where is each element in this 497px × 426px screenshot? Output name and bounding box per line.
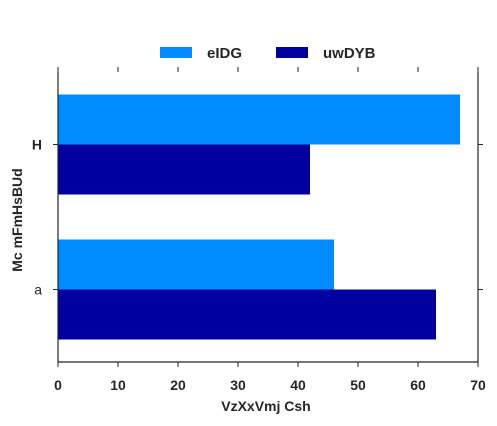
legend-label: uwDYB <box>323 45 376 62</box>
x-tick-label: 50 <box>350 377 366 393</box>
x-tick-label: 0 <box>54 377 62 393</box>
x-tick-label: 30 <box>230 377 246 393</box>
y-tick-label: H <box>32 137 42 153</box>
x-tick-label: 70 <box>470 377 486 393</box>
bar-H-eIDG <box>58 94 460 145</box>
axes-frame <box>57 72 479 363</box>
bar-H-uwDYB <box>58 144 310 195</box>
x-tick-label: 60 <box>410 377 426 393</box>
x-tick-label: 10 <box>110 377 126 393</box>
x-axis-ticks: 0 10 20 30 40 50 60 70 <box>54 67 486 393</box>
legend-swatch <box>276 47 308 58</box>
x-tick-label: 40 <box>290 377 306 393</box>
bar-a-eIDG <box>58 239 334 290</box>
x-tick-label: 20 <box>170 377 186 393</box>
legend-label: eIDG <box>207 45 242 62</box>
x-axis-label: VzXxVmj Csh <box>221 398 310 414</box>
y-axis-label: Mc mFmHsBUd <box>9 168 25 271</box>
bar-a-uwDYB <box>58 289 436 340</box>
legend: eIDG uwDYB <box>160 45 376 62</box>
y-tick-label: a <box>34 282 42 298</box>
bars <box>58 94 460 340</box>
y-axis-ticks: Ha <box>32 137 483 298</box>
legend-swatch <box>160 47 192 58</box>
